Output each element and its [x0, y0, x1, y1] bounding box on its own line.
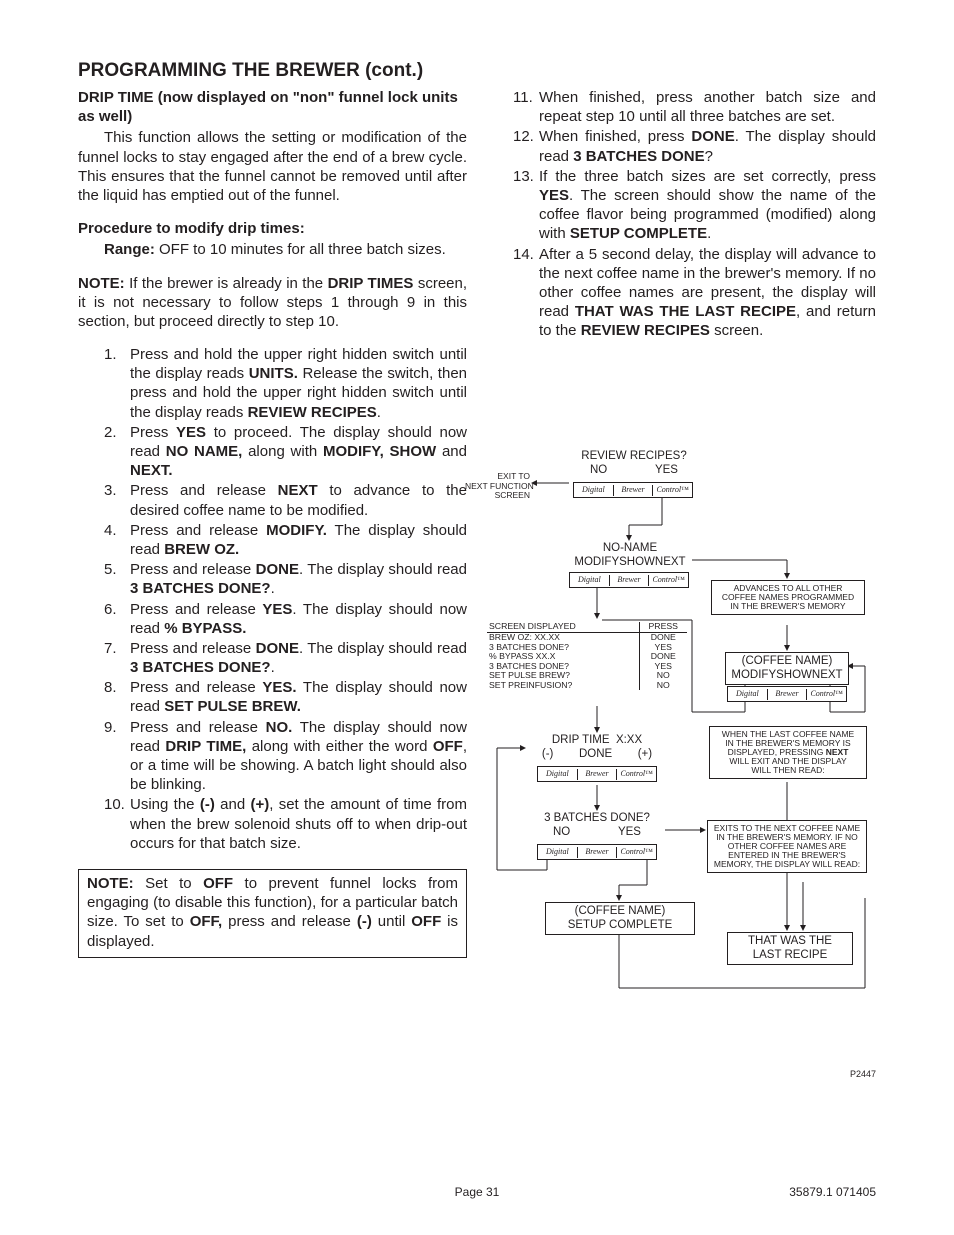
list-item: 5.Press and release DONE. The display sh…	[104, 560, 467, 598]
page-number: Page 31	[455, 1185, 500, 1199]
diag-exit-label: EXIT TO NEXT FUNCTION SCREEN	[465, 472, 530, 500]
steps-left: 1.Press and hold the upper right hidden …	[78, 345, 467, 853]
diag-box-3batches: 3 BATCHES DONE? NO YES	[529, 812, 665, 838]
list-item: 1.Press and hold the upper right hidden …	[104, 345, 467, 422]
drip-time-heading: DRIP TIME (now displayed on "non" funnel…	[78, 88, 467, 126]
tbl-h2: PRESS	[639, 622, 687, 632]
list-item: 11.When finished, press another batch si…	[513, 88, 876, 126]
page-title: PROGRAMMING THE BREWER (cont.)	[78, 60, 876, 82]
intro-paragraph: This function allows the setting or modi…	[78, 128, 467, 205]
range-text: OFF to 10 minutes for all three batch si…	[155, 241, 446, 258]
note-paragraph: NOTE: If the brewer is already in the DR…	[78, 274, 467, 332]
list-item: 4.Press and release MODIFY. The display …	[104, 521, 467, 559]
list-item: 10.Using the (-) and (+), set the amount…	[104, 795, 467, 853]
list-item: 9.Press and release NO. The display shou…	[104, 718, 467, 795]
column-left: DRIP TIME (now displayed on "non" funnel…	[78, 88, 467, 1070]
list-item: 13.If the three batch sizes are set corr…	[513, 167, 876, 244]
column-right: 11.When finished, press another batch si…	[487, 88, 876, 1070]
range-label: Range:	[104, 241, 155, 258]
list-item: 8.Press and release YES. The display sho…	[104, 678, 467, 716]
note-label: NOTE:	[78, 275, 125, 292]
note-text-1: If the brewer is already in the	[125, 275, 328, 292]
diag-exit2-box: WHEN THE LAST COFFEE NAMEIN THE BREWER'S…	[709, 726, 867, 779]
diag-box-coffeename: (COFFEE NAME) MODIFYSHOWNEXT	[725, 652, 849, 684]
note-bold: DRIP TIMES	[328, 275, 414, 292]
dbc-1: DigitalBrewerControl™	[573, 482, 693, 498]
flow-diagram: REVIEW RECIPES? NO YES DigitalBrewerCont…	[487, 450, 876, 1070]
doc-number: 35879.1 071405	[789, 1185, 876, 1199]
content-columns: DRIP TIME (now displayed on "non" funnel…	[78, 88, 876, 1070]
list-item: 14.After a 5 second delay, the display w…	[513, 245, 876, 341]
dbc-2: DigitalBrewerControl™	[569, 572, 689, 588]
diag-box-noname: NO-NAME MODIFYSHOWNEXT	[563, 542, 697, 568]
list-item: 2.Press YES to proceed. The display shou…	[104, 423, 467, 481]
diag-box-setupcomplete: (COFFEE NAME) SETUP COMPLETE	[545, 902, 695, 934]
diag-box-review-recipes: REVIEW RECIPES? NO YES	[569, 450, 699, 476]
steps-right: 11.When finished, press another batch si…	[487, 88, 876, 340]
procedure-heading: Procedure to modify drip times:	[78, 219, 467, 238]
diag-advances-box: ADVANCES TO ALL OTHER COFFEE NAMES PROGR…	[711, 580, 865, 615]
note-box: NOTE: Set to OFF to prevent funnel locks…	[78, 869, 467, 958]
dbc-3: DigitalBrewerControl™	[727, 686, 847, 702]
diag-box-driptime: DRIP TIME X:XX (-) DONE (+)	[525, 734, 669, 760]
list-item: 12.When finished, press DONE. The displa…	[513, 127, 876, 165]
diagram-ref: P2447	[850, 1069, 876, 1081]
tbl-h1: SCREEN DISPLAYED	[487, 622, 639, 632]
list-item: 3.Press and release NEXT to advance to t…	[104, 481, 467, 519]
range-paragraph: Range: OFF to 10 minutes for all three b…	[78, 240, 467, 259]
dbc-4: DigitalBrewerControl™	[537, 766, 657, 782]
diag-screen-table: SCREEN DISPLAYED PRESS BREW OZ: XX.XXDON…	[487, 622, 687, 690]
diag-exit3-box: EXITS TO THE NEXT COFFEE NAMEIN THE BREW…	[707, 820, 867, 873]
page-footer: Page 31 35879.1 071405	[0, 1185, 954, 1199]
diag-box-lastrecipe: THAT WAS THE LAST RECIPE	[727, 932, 853, 964]
list-item: 6.Press and release YES. The display sho…	[104, 600, 467, 638]
list-item: 7.Press and release DONE. The display sh…	[104, 639, 467, 677]
dbc-5: DigitalBrewerControl™	[537, 844, 657, 860]
